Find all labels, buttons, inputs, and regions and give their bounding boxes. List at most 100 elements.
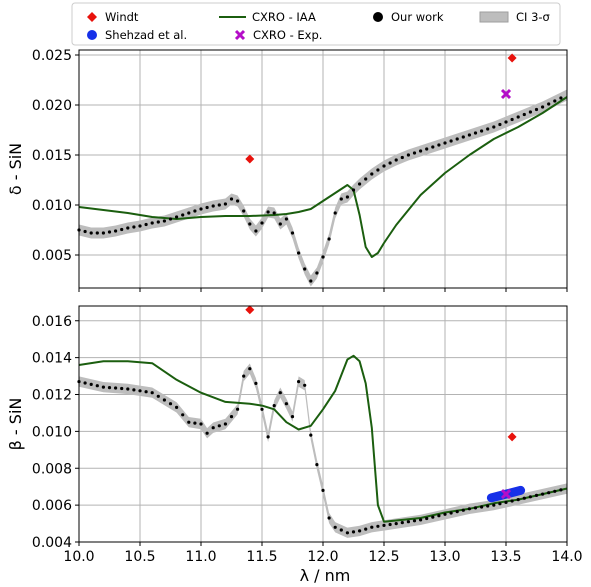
our-work-point [248,222,252,226]
cxro-exp-point [500,489,512,500]
y-tick-label: 0.012 [32,388,72,404]
our-work-point [120,386,124,391]
our-work-point [205,431,209,435]
legend-label: Shehzad et al. [105,28,187,42]
our-work-point [364,527,368,531]
our-work-point [419,518,423,522]
our-work-point [193,209,197,213]
our-work-point [260,407,264,411]
y-tick-label: 0.010 [32,198,72,214]
our-work-point [297,251,301,255]
our-work-point [284,402,288,406]
our-work-point [480,129,484,133]
x-tick-label: 12.0 [307,549,338,565]
y-tick-label: 0.005 [32,248,72,264]
our-work-point [290,415,295,419]
legend-box [71,2,561,46]
our-work-point [547,102,551,106]
x-tick-label: 12.5 [368,549,399,565]
our-work-point [162,398,166,402]
legend: Windt Shehzad et al. CXRO - IAA CXRO - Exp.… [71,2,561,46]
our-work-point [144,222,148,227]
our-work-point [333,211,337,215]
our-work-point [150,391,154,395]
our-work-point [83,381,87,385]
our-work-point [107,386,112,390]
our-work-point [107,230,112,234]
our-work-point [516,115,520,119]
our-work-point [370,172,374,176]
our-work-point [516,498,520,502]
our-work-point [480,505,484,509]
our-work-point [175,405,179,409]
legend-label: CI 3-σ [516,10,550,24]
our-work-point [254,229,258,233]
our-work-point [290,231,295,235]
our-work-point [217,203,221,207]
our-work-point [242,209,246,213]
our-work-point [321,255,325,259]
our-work-point [455,510,459,514]
our-work-point [351,530,356,534]
ci-band [79,89,567,287]
our-work-point [126,226,130,230]
our-work-point [266,435,270,439]
legend-entry: Shehzad et al. [87,28,187,42]
beta-panel: 0.004 0.006 0.008 0.010 0.012 0.014 0.016 10.0 1… [6,305,583,565]
our-work-point [297,380,301,384]
our-work-point [394,158,398,162]
our-work-point [138,224,142,228]
our-work-point [144,390,148,394]
our-work-point [534,107,539,112]
series-our-work [77,96,563,283]
our-work-point [89,382,93,386]
x-tick-label: 11.5 [246,549,277,565]
our-work-point [95,384,99,388]
our-work-point [101,231,105,235]
our-work-point [138,389,142,393]
our-work-point [187,211,191,215]
x-tick-label: 10.5 [124,549,155,565]
our-work-point [388,161,392,165]
our-work-point [345,195,349,199]
our-work-point [449,139,453,143]
our-work-point [486,504,490,508]
our-work-point [467,133,471,137]
our-work-point [162,219,166,223]
legend-marker [479,11,509,23]
our-work-point [309,433,313,437]
our-work-point [467,507,471,511]
y-tick-label: 0.025 [32,48,72,64]
our-work-point [211,204,215,208]
our-work-point [254,381,258,385]
our-work-point [382,523,386,528]
y-tick-label: 0.008 [32,461,72,477]
our-work-point [498,502,502,506]
legend-entry: CXRO - Exp. [234,28,322,42]
our-work-point [510,117,514,122]
legend-entry: CI 3-σ [479,10,550,24]
legend-label: Windt [105,10,139,24]
our-work-point [132,388,136,392]
our-work-point [473,131,478,135]
legend-label: CXRO - Exp. [253,28,322,42]
our-work-point [431,515,435,519]
legend-marker [373,12,383,22]
our-work-point [443,141,447,145]
our-work-point [528,495,533,499]
y-tick-label: 0.015 [32,148,72,164]
our-work-point [376,168,380,172]
our-work-point [449,511,453,515]
our-work-point [193,421,197,425]
x-tick-label: 13.0 [429,549,460,565]
our-work-point [199,422,203,426]
our-work-point [101,385,105,389]
our-work-point [205,205,209,210]
our-work-point [431,145,435,149]
our-work-point [553,489,557,493]
x-tick-label: 10.0 [63,549,94,565]
delta-panel: 0.005 0.010 0.015 0.020 0.025 δ - SiN [6,48,568,292]
series-line-cxro-iaa [78,354,568,523]
our-work-point [156,394,160,398]
our-work-point [406,153,410,157]
